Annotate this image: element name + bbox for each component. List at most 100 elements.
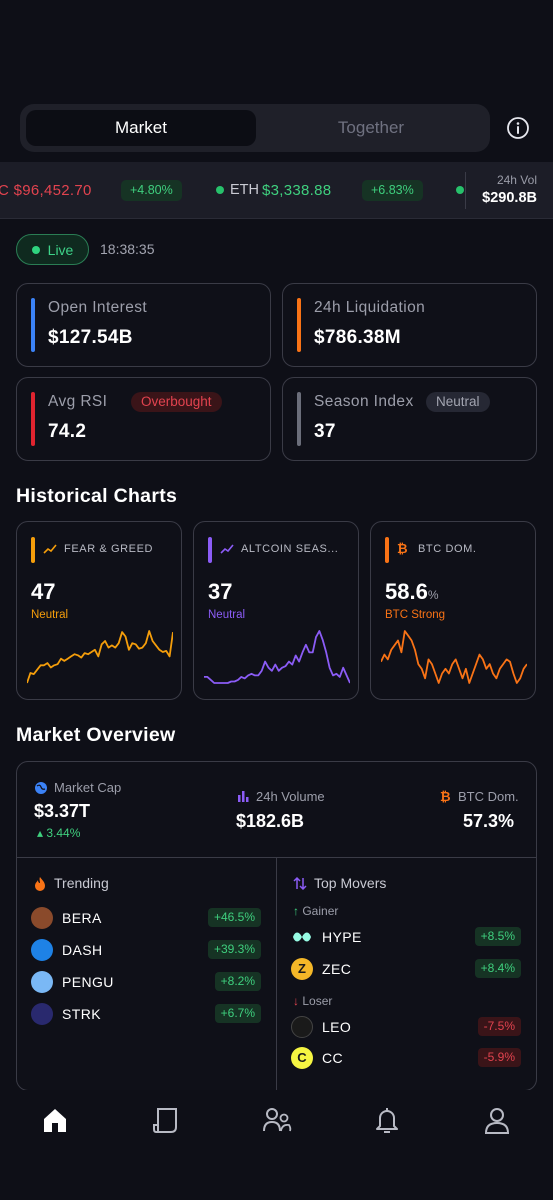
trend-up-icon (43, 544, 57, 554)
zec-coin-icon: Z (291, 958, 313, 980)
accent-bar (297, 298, 301, 352)
coin-symbol: DASH (62, 942, 103, 958)
pengu-coin-icon (31, 971, 53, 993)
market-cap-label: Market Cap (54, 780, 122, 795)
market-overview-title: Market Overview (16, 724, 176, 746)
coin-change: +6.7% (214, 1004, 261, 1023)
market-tab-switch: Market Together (20, 104, 490, 152)
loser-item[interactable]: LEO -7.5% (291, 1016, 521, 1040)
coin-symbol: HYPE (322, 929, 362, 945)
swap-vertical-icon (293, 876, 307, 891)
dash-coin-icon (31, 939, 53, 961)
trending-item[interactable]: BERA +46.5% (31, 907, 261, 931)
live-label: Live (47, 241, 74, 258)
coin-change: -5.9% (477, 1048, 521, 1067)
market-cap-change: ▴ 3.44% (37, 826, 81, 840)
bitcoin-icon: ₿ (440, 789, 451, 804)
ticker-dot (216, 186, 224, 194)
coin-symbol: PENGU (62, 974, 114, 990)
sparkline-path (204, 630, 350, 684)
ticker-eth-price: $3,338.88 (262, 182, 332, 199)
fear-greed-card[interactable]: FEAR & GREED 47 Neutral (16, 521, 182, 700)
coin-change: +39.3% (207, 940, 261, 959)
volume-value: $290.8B (482, 190, 537, 206)
stat-label: Open Interest (48, 299, 148, 316)
top-movers-title: Top Movers (314, 875, 387, 891)
hype-coin-icon (291, 926, 313, 948)
btc-dom-sparkline (381, 630, 527, 684)
trend-up-icon (220, 544, 234, 554)
open-interest-card[interactable]: Open Interest $127.54B (16, 283, 271, 367)
chart-title: FEAR & GREED (64, 543, 154, 555)
sparkline-path (381, 630, 527, 684)
coin-symbol: STRK (62, 1006, 101, 1022)
live-timestamp: 18:38:35 (100, 241, 155, 257)
home-icon[interactable] (35, 1100, 75, 1140)
ticker-btc-price: C $96,452.70 (0, 182, 92, 199)
loser-item[interactable]: C CC -5.9% (291, 1047, 521, 1071)
btc-dominance-card[interactable]: ₿ BTC DOM. 58.6% BTC Strong (370, 521, 536, 700)
coin-change: +46.5% (207, 908, 261, 927)
gainer-heading: ↑ Gainer (293, 904, 339, 918)
info-icon[interactable] (506, 116, 530, 140)
coin-change: -7.5% (477, 1017, 521, 1036)
neutral-badge: Neutral (426, 392, 490, 412)
ticker-btc-change: +4.80% (121, 180, 182, 201)
bera-coin-icon (31, 907, 53, 929)
coin-symbol: CC (322, 1050, 344, 1066)
chart-value: 47 (31, 579, 56, 604)
leo-coin-icon (291, 1016, 313, 1038)
flame-icon (35, 877, 45, 891)
ticker-dot (456, 186, 464, 194)
volume-label: 24h Volume (256, 789, 325, 804)
profile-icon[interactable] (477, 1100, 517, 1140)
globe-icon (35, 782, 47, 794)
liquidation-card[interactable]: 24h Liquidation $786.38M (282, 283, 537, 367)
gainer-item[interactable]: Z ZEC +8.4% (291, 958, 521, 982)
chart-value: 37 (208, 579, 233, 604)
bell-icon[interactable] (367, 1100, 407, 1140)
market-cap-value: $3.37T (34, 801, 91, 821)
news-icon[interactable] (146, 1100, 186, 1140)
price-ticker[interactable]: C $96,452.70 +4.80% ETH $3,338.88 +6.83%… (0, 162, 553, 219)
trending-item[interactable]: DASH +39.3% (31, 939, 261, 963)
stat-label: 24h Liquidation (314, 299, 426, 316)
coin-change: +8.2% (214, 972, 261, 991)
coin-symbol: LEO (322, 1019, 352, 1035)
stat-value: 74.2 (48, 421, 87, 442)
live-dot-icon (31, 245, 40, 254)
chart-status: BTC Strong (385, 609, 446, 621)
avg-rsi-card[interactable]: Avg RSI Overbought 74.2 (16, 377, 271, 461)
fear-greed-sparkline (27, 630, 173, 684)
gainer-item[interactable]: HYPE +8.5% (291, 926, 521, 950)
season-index-card[interactable]: Season Index Neutral 37 (282, 377, 537, 461)
ticker-eth-symbol: ETH (230, 182, 259, 198)
trending-item[interactable]: PENGU +8.2% (31, 971, 261, 995)
trending-item[interactable]: STRK +6.7% (31, 1003, 261, 1027)
tab-together[interactable]: Together (337, 118, 405, 137)
ticker-eth-change: +6.83% (362, 180, 423, 201)
accent-bar (208, 537, 212, 563)
accent-bar (31, 298, 35, 352)
overbought-badge: Overbought (131, 392, 222, 412)
trending-title: Trending (54, 875, 109, 891)
accent-bar (31, 392, 35, 446)
coin-change: +8.5% (474, 927, 521, 946)
chart-status: Neutral (31, 609, 69, 621)
volume-value: $182.6B (236, 811, 305, 831)
tab-market[interactable]: Market (26, 110, 256, 146)
strk-coin-icon (31, 1003, 53, 1025)
community-icon[interactable] (257, 1100, 297, 1140)
btc-dom-label: BTC Dom. (458, 789, 519, 804)
accent-bar (297, 392, 301, 446)
altcoin-season-card[interactable]: ALTCOIN SEAS... 37 Neutral (193, 521, 359, 700)
sparkline-path (27, 630, 173, 684)
bitcoin-icon: ₿ (397, 541, 408, 556)
bar-chart-icon (238, 791, 249, 802)
volume-label: 24h Vol (496, 173, 537, 187)
stat-label: Season Index (314, 393, 414, 410)
loser-heading: ↓ Loser (293, 994, 333, 1008)
coin-symbol: BERA (62, 910, 102, 926)
ticker-separator (465, 172, 466, 209)
coin-change: +8.4% (474, 959, 521, 978)
